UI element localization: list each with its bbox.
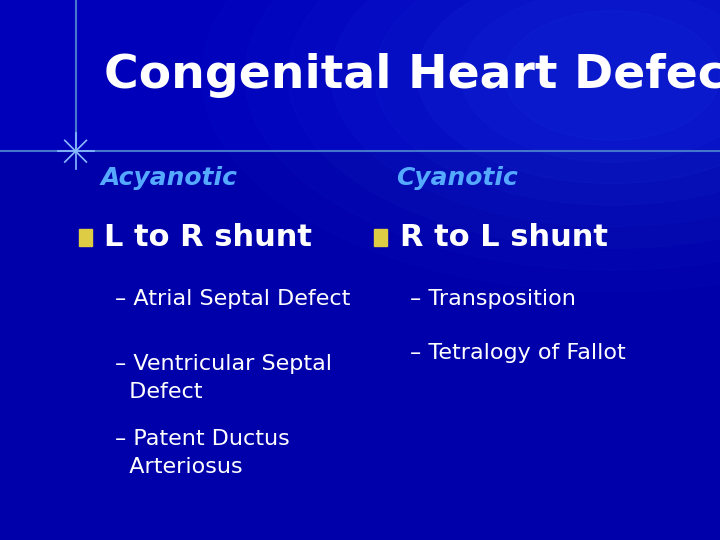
Text: – Ventricular Septal
  Defect: – Ventricular Septal Defect [115, 354, 332, 402]
Bar [0, 151, 720, 540]
Ellipse shape [461, 0, 720, 162]
Text: – Atrial Septal Defect: – Atrial Septal Defect [115, 289, 351, 309]
Text: – Patent Ductus
  Arteriosus: – Patent Ductus Arteriosus [115, 429, 290, 477]
Bar [79, 229, 92, 246]
Text: R to L shunt: R to L shunt [400, 223, 608, 252]
Text: L to R shunt: L to R shunt [104, 223, 312, 252]
Bar [374, 229, 387, 246]
Bar [0, 0, 720, 151]
Ellipse shape [504, 11, 720, 140]
Text: Acyanotic: Acyanotic [101, 166, 238, 190]
Text: – Tetralogy of Fallot: – Tetralogy of Fallot [410, 343, 626, 363]
Text: – Transposition: – Transposition [410, 289, 576, 309]
Text: Congenital Heart Defects: Congenital Heart Defects [104, 53, 720, 98]
Text: Cyanotic: Cyanotic [396, 166, 518, 190]
